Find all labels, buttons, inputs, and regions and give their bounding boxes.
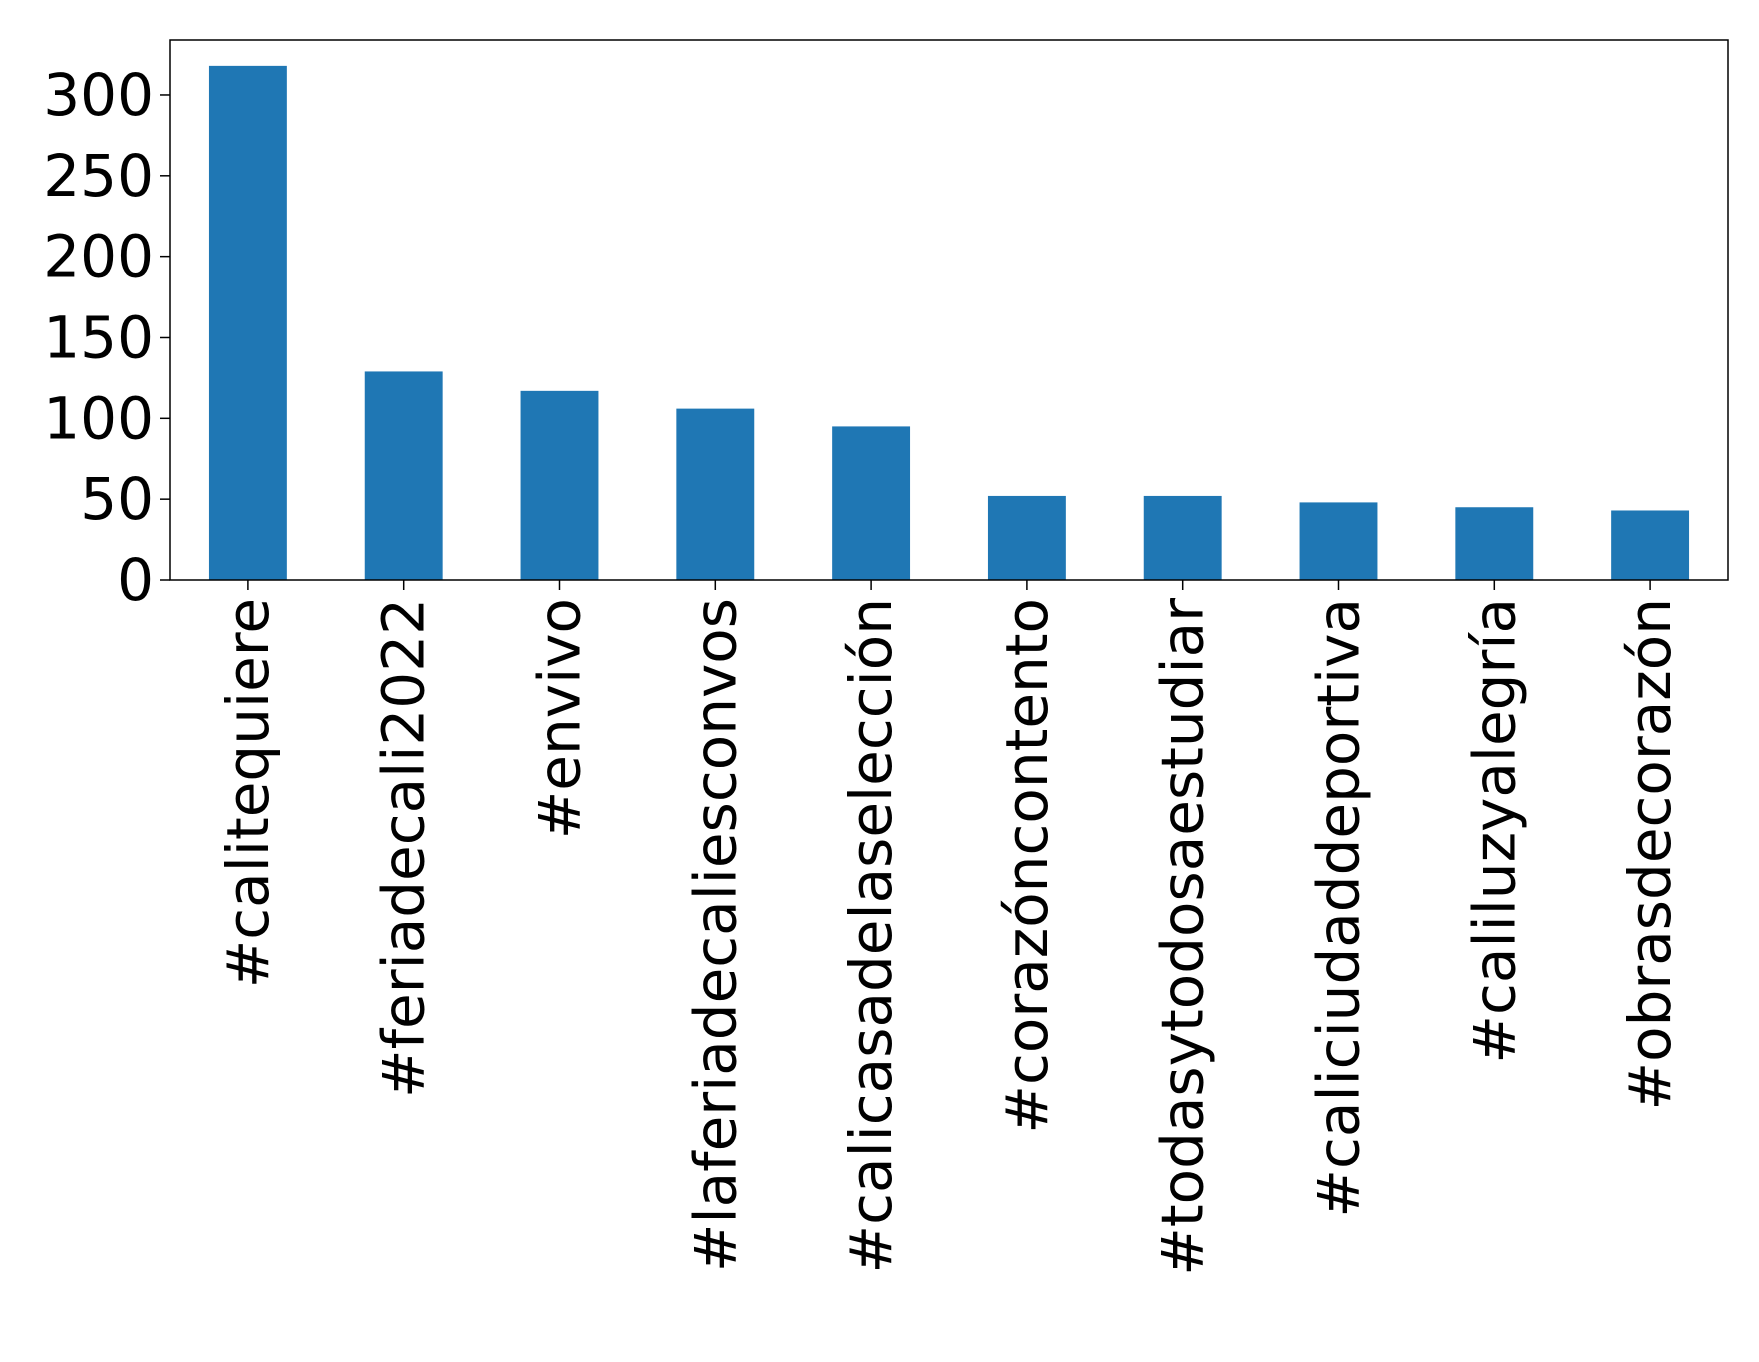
- x-tick-label-6: #todasytodosaestudiar: [1149, 598, 1217, 1276]
- x-tick-label-7: #caliciudaddeportiva: [1305, 598, 1373, 1218]
- plot-area-frame: [169, 39, 1729, 581]
- y-tick-label-1: 50: [80, 465, 154, 533]
- bar-4: [832, 426, 911, 580]
- x-tick-label-2: #envivo: [526, 598, 594, 839]
- bar-0: [208, 65, 287, 581]
- bar-5: [987, 495, 1066, 580]
- y-axis: 0 50 100 150 200 250 300: [43, 61, 170, 614]
- bar-8: [1455, 507, 1534, 580]
- bar-3: [676, 408, 755, 580]
- bar-1: [364, 371, 443, 580]
- x-tick-label-0: #calitequiere: [214, 598, 282, 988]
- x-tick-label-5: #corazóncontento: [993, 598, 1061, 1134]
- bar-9: [1611, 510, 1690, 580]
- x-tick-label-4: #calicasadelaselección: [837, 598, 905, 1273]
- y-tick-label-6: 300: [43, 61, 154, 129]
- y-tick-label-5: 250: [43, 142, 154, 210]
- x-tick-label-1: #feriadecali2022: [370, 598, 438, 1098]
- bar-6: [1143, 495, 1222, 580]
- y-tick-label-3: 150: [43, 303, 154, 371]
- y-tick-label-2: 100: [43, 384, 154, 452]
- bar-7: [1299, 502, 1378, 580]
- y-tick-label-4: 200: [43, 223, 154, 291]
- x-axis: #calitequiere #feriadecali2022 #envivo #laf…: [214, 580, 1684, 1276]
- x-tick-label-9: #obrasdecorazón: [1616, 598, 1684, 1110]
- bar-2: [520, 390, 599, 580]
- bars-layer: [208, 65, 1690, 581]
- x-tick-label-8: #caliluzyalegría: [1460, 598, 1528, 1064]
- x-tick-label-3: #laferiadecaliesconvos: [681, 598, 749, 1272]
- y-tick-label-0: 0: [117, 546, 154, 614]
